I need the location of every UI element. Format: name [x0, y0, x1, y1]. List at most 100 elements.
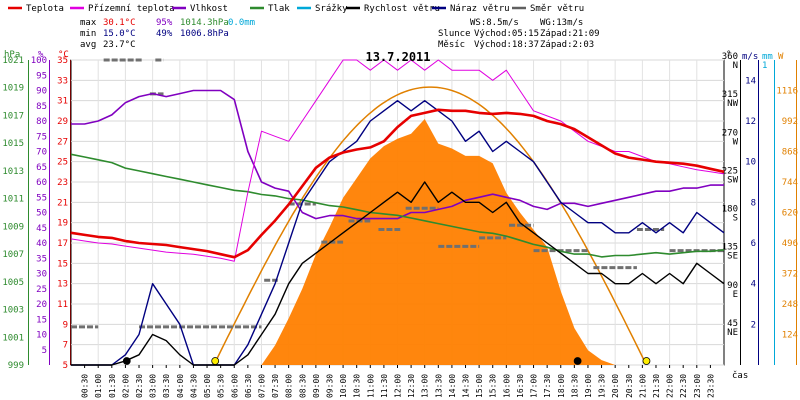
legend-label: Přízemní teplota [88, 4, 175, 14]
stats-avg-temperature: 23.7°C [103, 40, 136, 50]
x-tick-label: 08:00 [285, 374, 294, 398]
humidity-tick-label: 45 [36, 224, 47, 234]
legend-label: Náraz větru [450, 4, 510, 14]
temperature-tick-label: 21 [57, 198, 68, 208]
stats-max-humidity: 95% [156, 18, 173, 28]
wind-speed-tick-label: 2 [751, 320, 756, 330]
solar-tick-label: 248 [782, 300, 798, 310]
stats-max-rain: 0.0mm [228, 18, 255, 28]
direction-degree-label: 360 [722, 52, 738, 62]
hpa-tick-label: 1011 [2, 195, 24, 205]
stats-min-temperature: 15.0°C [103, 29, 136, 39]
x-tick-label: 21:00 [638, 374, 647, 398]
x-tick-label: 02:00 [121, 374, 130, 398]
solar-tick-label: 868 [782, 148, 798, 158]
humidity-tick-label: 60 [36, 178, 47, 188]
humidity-tick-label: 85 [36, 102, 47, 112]
x-tick-label: 03:30 [162, 374, 171, 398]
x-tick-label: 05:00 [203, 374, 212, 398]
humidity-tick-label: 10 [36, 331, 47, 341]
x-tick-label: 03:00 [149, 374, 158, 398]
direction-degree-label: 225 [722, 166, 738, 176]
wind-speed-tick-label: 10 [745, 158, 756, 168]
direction-degree-label: 45 [727, 319, 738, 329]
direction-compass-label: W [733, 137, 739, 147]
x-tick-label: 22:30 [679, 374, 688, 398]
wind-speed-info: WS:8.5m/s [470, 18, 519, 28]
temperature-tick-label: 27 [57, 137, 68, 147]
solar-tick-label: 620 [782, 209, 798, 219]
astro-marker [573, 357, 582, 365]
temperature-tick-label: 17 [57, 239, 68, 249]
mm-top-tick: 1 [762, 61, 767, 71]
wind-speed-tick-label: 14 [745, 76, 756, 86]
x-tick-label: 09:00 [312, 374, 321, 398]
stats-max-label: max [80, 18, 97, 28]
stats-min-pressure: 1006.8hPa [180, 29, 229, 39]
temperature-tick-label: 11 [57, 300, 68, 310]
unit-celsius: °C [58, 50, 69, 60]
direction-compass-label: NE [727, 328, 738, 338]
x-tick-label: 16:30 [516, 374, 525, 398]
temperature-tick-label: 29 [57, 117, 68, 127]
moonset-time: Západ:2:03 [540, 40, 594, 50]
solar-radiation-area [71, 119, 724, 365]
humidity-tick-label: 95 [36, 71, 47, 81]
astro-markers [122, 357, 651, 365]
stats-min-humidity: 49% [156, 29, 173, 39]
unit-hpa: hPa [4, 50, 20, 60]
sun-label: Slunce [438, 29, 471, 39]
hpa-tick-label: 1015 [2, 139, 24, 149]
humidity-tick-label: 90 [36, 87, 47, 97]
sunset-time: Západ:21:09 [540, 29, 600, 39]
x-tick-label: 14:30 [462, 374, 471, 398]
humidity-tick-label: 40 [36, 239, 47, 249]
hpa-tick-label: 1001 [2, 333, 24, 343]
chart-title: 13.7.2011 [365, 50, 430, 64]
x-tick-label: 07:00 [257, 374, 266, 398]
humidity-tick-label: 25 [36, 285, 47, 295]
temperature-tick-label: 9 [63, 320, 68, 330]
solar-tick-label: 744 [782, 178, 798, 188]
unit-watt: W [778, 52, 784, 62]
humidity-tick-label: 65 [36, 163, 47, 173]
legend-label: Vlhkost [190, 4, 228, 14]
stats-block: max 30.1°C 95% 1014.3hPa 0.0mm min 15.0°… [80, 18, 255, 50]
x-tick-label: 10:30 [353, 374, 362, 398]
temperature-tick-label: 19 [57, 219, 68, 229]
hpa-tick-label: 1007 [2, 250, 24, 260]
direction-degree-label: 180 [722, 205, 738, 215]
humidity-tick-label: 20 [36, 300, 47, 310]
hpa-tick-label: 999 [8, 361, 24, 371]
solar-radiation [71, 119, 724, 365]
legend-label: Rychlost větru [364, 4, 440, 14]
x-tick-label: 18:30 [570, 374, 579, 398]
direction-degree-label: 315 [722, 90, 738, 100]
humidity-tick-label: 30 [36, 270, 47, 280]
x-tick-label: 02:30 [135, 374, 144, 398]
solar-tick-label: 1116 [776, 87, 798, 97]
astro-marker [642, 357, 651, 365]
legend-label: Teplota [26, 4, 64, 14]
solar-tick-label: 372 [782, 270, 798, 280]
x-tick-label: 12:30 [407, 374, 416, 398]
unit-degree: ° [726, 50, 731, 60]
data-series [70, 59, 725, 366]
temperature-tick-label: 13 [57, 280, 68, 290]
x-tick-label: 13:00 [421, 374, 430, 398]
ground-temperature-line [70, 59, 725, 262]
sunrise-time: Východ:05:15 [474, 29, 539, 39]
direction-compass-label: N [733, 61, 738, 71]
stats-max-temperature: 30.1°C [103, 18, 136, 28]
wind-speed-tick-label: 4 [751, 280, 756, 290]
x-tick-label: 18:00 [557, 374, 566, 398]
wind-speed-tick-label: 8 [751, 198, 756, 208]
direction-degree-label: 135 [722, 243, 738, 253]
hpa-tick-label: 1013 [2, 167, 24, 177]
x-tick-label: 11:00 [366, 374, 375, 398]
sun-path [213, 86, 645, 366]
wind-speed-line [71, 181, 725, 366]
x-tick-label: 01:30 [108, 374, 117, 398]
x-tick-label: 06:30 [244, 374, 253, 398]
